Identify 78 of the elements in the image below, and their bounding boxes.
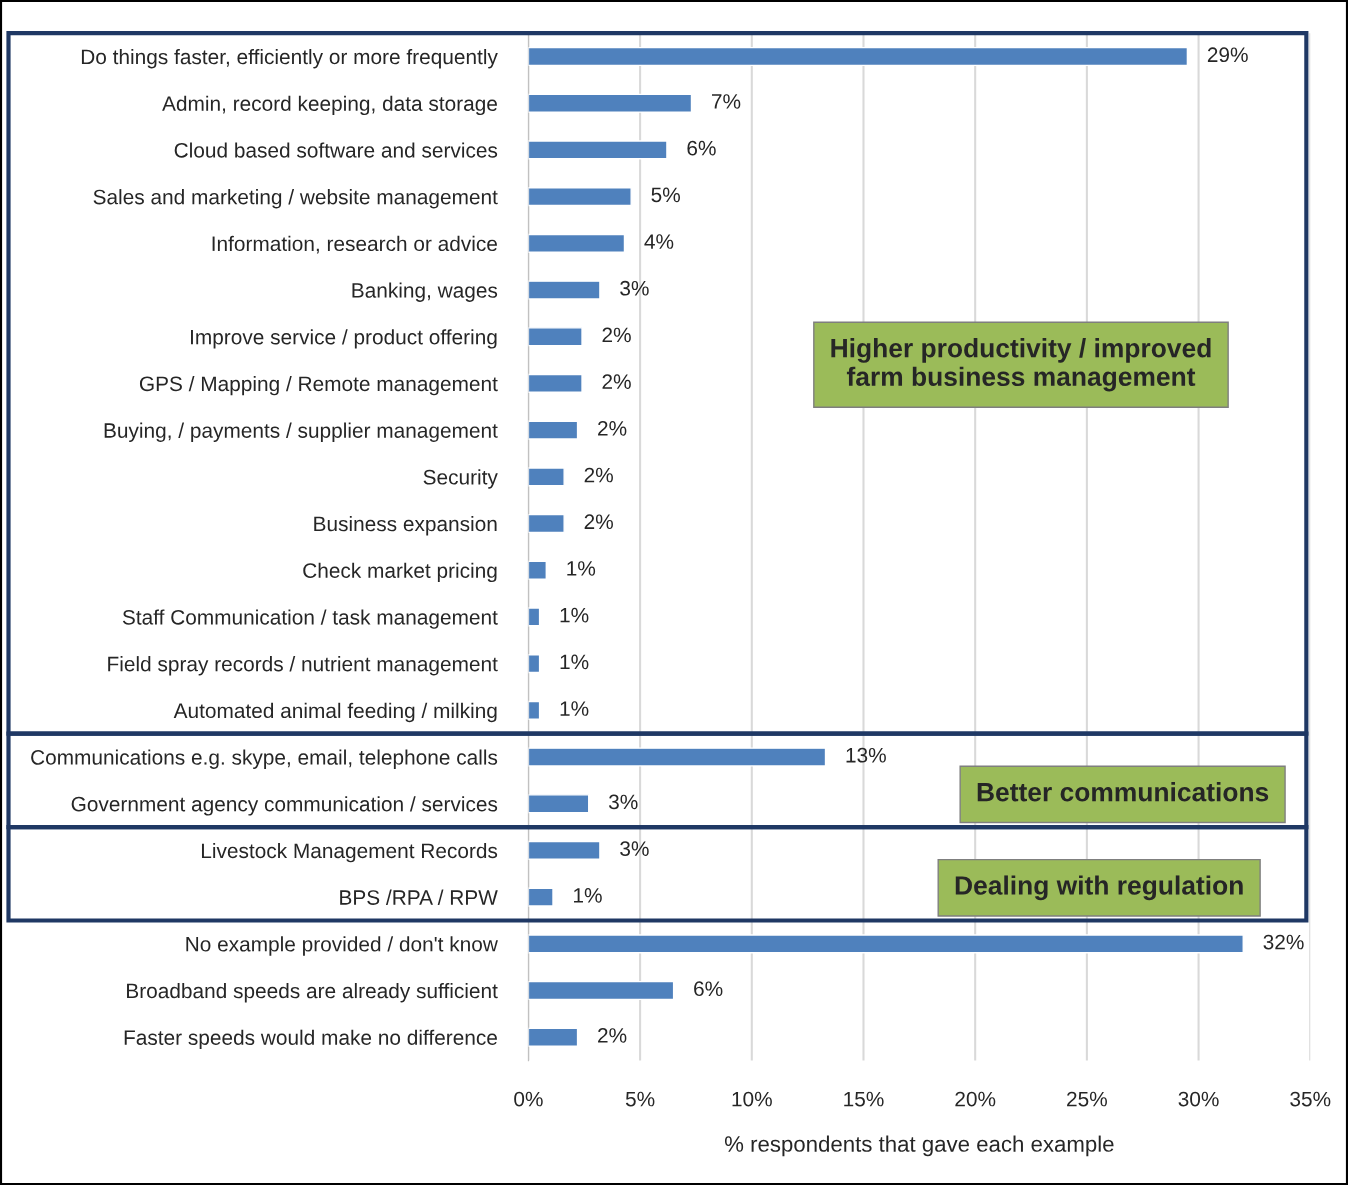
x-tick-label: 5% [625,1091,655,1107]
bar [528,513,565,534]
x-axis-title: % respondents that gave each example [724,1135,1114,1157]
y-tick-label: Communications e.g. skype, email, telephone calls [31,749,498,769]
y-tick-label: Field spray records / nutrient management [108,656,498,676]
data-label: 2% [598,1028,627,1043]
bar [528,280,601,300]
y-tick-label: Faster speeds would make no difference [124,1029,497,1050]
data-label: 2% [584,467,613,483]
x-tick-label: 30% [1178,1091,1219,1107]
data-label: 3% [620,841,649,857]
bar [528,46,1189,67]
x-tick-label: 0% [514,1091,543,1107]
data-label: 29% [1207,47,1248,63]
y-tick-label: Check market pricing [303,562,497,583]
data-label: 5% [651,187,680,203]
data-label: 6% [687,140,716,156]
y-tick-label: Do things faster, efficiently or more frequently [81,48,498,69]
bar [528,140,668,160]
y-tick-label: Improve service / product offering [191,329,497,349]
bar [528,747,827,767]
annotation: Dealing with regulation [955,875,1243,901]
y-tick-label: Sales and marketing / website management [93,189,498,209]
y-tick-label: Government agency communication / services [71,796,498,816]
y-tick-label: BPS /RPA / RPW [340,889,498,905]
data-label: 2% [602,327,631,343]
y-tick-label: Banking, wages [352,282,498,302]
y-tick-label: Livestock Management Records [201,842,498,863]
data-label: 3% [620,280,649,296]
bar [528,934,1244,954]
y-tick-label: Information, research or advice [212,235,497,254]
data-label: 2% [584,514,613,530]
bar [528,980,675,1001]
bar [528,794,590,814]
y-tick-label: Business expansion [314,515,497,536]
data-label: 13% [846,747,886,763]
bar [528,560,547,580]
x-tick-label: 15% [844,1091,884,1107]
bar [528,327,583,347]
data-label: 2% [602,374,631,389]
x-tick-label: 35% [1290,1091,1331,1107]
data-label: 1% [560,607,589,623]
annotation: Better communications [977,782,1269,802]
bar [528,187,632,207]
x-tick-label: 25% [1067,1091,1107,1107]
y-tick-label: Security [423,469,498,489]
data-label: 4% [644,234,674,249]
bar [528,840,601,860]
y-tick-label: Staff Communication / task management [122,609,498,629]
data-label: 1% [560,654,589,670]
y-tick-label: No example provided / don't know [186,936,498,956]
data-label: 3% [608,794,638,810]
data-label: 7% [712,94,741,109]
y-tick-label: Automated animal feeding / milking [173,702,497,723]
data-label: 2% [598,420,627,436]
y-tick-label: GPS / Mapping / Remote management [139,375,498,396]
bar [528,654,541,674]
y-tick-label: Cloud based software and services [174,142,498,158]
y-tick-label: Admin, record keeping, data storage [162,95,497,116]
bar [528,467,565,487]
data-label: 32% [1263,934,1304,950]
bar [528,1027,579,1047]
annotation: Higher productivity / improved farm business management [831,338,1211,392]
x-tick-label: 20% [955,1091,996,1107]
data-label: 1% [560,701,589,716]
data-label: 6% [694,981,723,997]
data-label: 1% [574,888,602,903]
data-label: 1% [567,561,596,576]
y-tick-label: Buying, / payments / supplier management [104,422,498,442]
bar [528,233,626,253]
bar [528,93,693,113]
x-tick-label: 10% [732,1091,772,1107]
bar [528,420,579,440]
y-tick-label: Broadband speeds are already sufficient [127,982,498,1003]
bar [528,700,541,720]
bar [528,373,583,393]
bar [528,887,554,907]
bar [528,607,541,627]
